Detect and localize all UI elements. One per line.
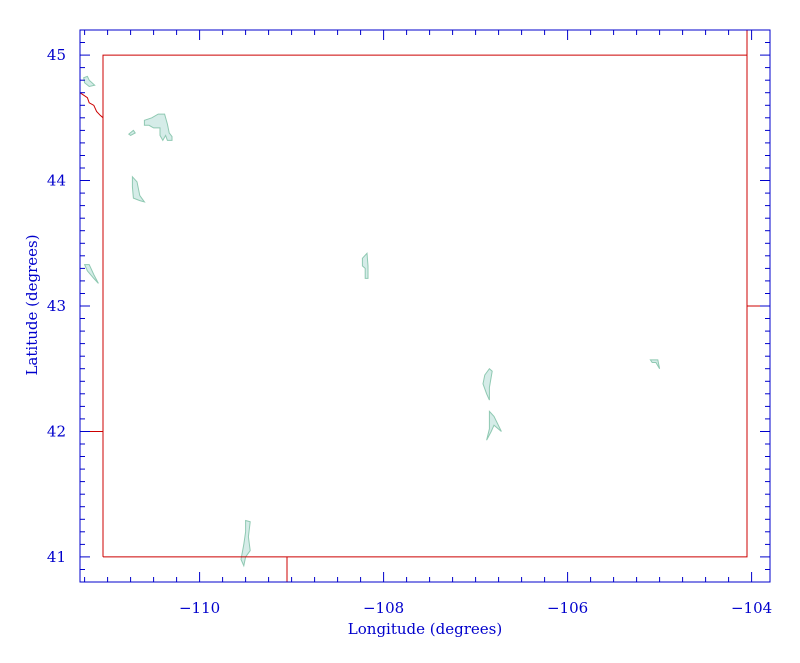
- y-tick-labels: 41 42 43 44 45: [47, 46, 66, 566]
- plot-frame: [79, 29, 771, 583]
- lakes-layer: [83, 75, 661, 568]
- lake-9: [649, 359, 661, 369]
- lake-1: [143, 113, 173, 142]
- lake-2: [127, 129, 136, 136]
- y-axis-label: Latitude (degrees): [23, 234, 41, 375]
- y-tick-label: 41: [47, 548, 66, 566]
- ticks-layer: [80, 29, 770, 583]
- lake-8: [486, 410, 502, 441]
- x-axis-label: Longitude (degrees): [348, 620, 502, 638]
- lake-10: [240, 519, 251, 568]
- y-tick-label: 42: [47, 423, 66, 441]
- lake-3: [131, 175, 146, 203]
- borders-layer: [79, 30, 770, 582]
- x-tick-label: −106: [547, 599, 588, 617]
- lake-5: [83, 264, 99, 284]
- y-tick-label: 45: [47, 46, 66, 64]
- lake-4: [83, 75, 96, 88]
- lake-7: [482, 367, 493, 401]
- state-border-6: [79, 92, 104, 119]
- x-tick-labels: −110 −108 −106 −104: [179, 599, 772, 617]
- lake-6: [361, 252, 369, 279]
- x-tick-label: −110: [179, 599, 220, 617]
- state-border-1: [102, 54, 748, 558]
- x-tick-label: −104: [731, 599, 772, 617]
- y-tick-label: 44: [47, 172, 66, 190]
- x-tick-label: −108: [363, 599, 404, 617]
- y-tick-label: 43: [47, 297, 66, 315]
